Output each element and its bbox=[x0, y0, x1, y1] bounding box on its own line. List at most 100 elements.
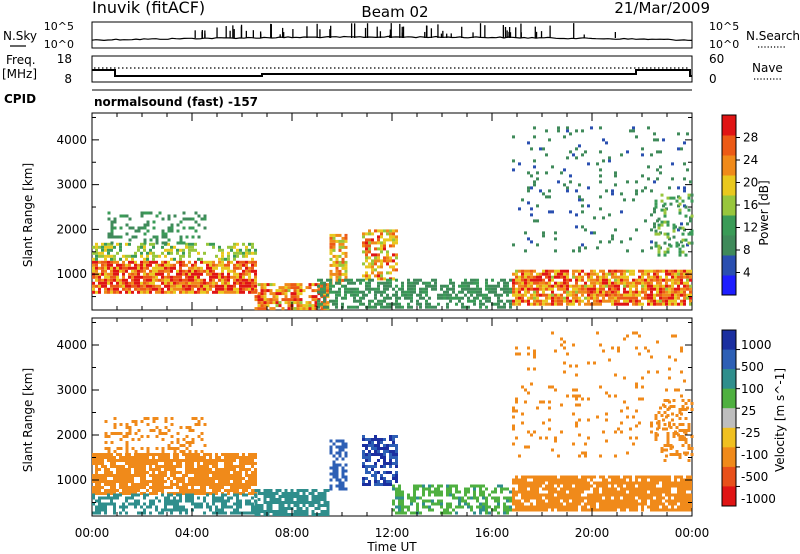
heatmap-cell bbox=[263, 286, 267, 290]
heatmap-cell bbox=[236, 456, 239, 459]
heatmap-cell bbox=[128, 492, 131, 495]
heatmap-cell bbox=[251, 251, 254, 255]
heatmap-cell bbox=[167, 275, 170, 279]
heatmap-cell bbox=[563, 490, 566, 494]
heatmap-cell bbox=[125, 214, 129, 218]
heatmap-cell bbox=[668, 299, 671, 303]
heatmap-cell bbox=[203, 499, 206, 503]
heatmap-cell bbox=[500, 293, 503, 297]
heatmap-cell bbox=[122, 287, 125, 291]
heatmap-cell bbox=[128, 242, 131, 246]
heatmap-cell bbox=[239, 263, 242, 267]
heatmap-cell bbox=[161, 474, 164, 477]
heatmap-cell bbox=[224, 266, 227, 270]
heatmap-cell bbox=[299, 286, 303, 290]
heatmap-cell bbox=[218, 456, 221, 459]
heatmap-cell bbox=[131, 493, 134, 497]
power-colorbar-tick-label: 8 bbox=[743, 243, 751, 257]
heatmap-cell bbox=[560, 296, 563, 300]
heatmap-cell bbox=[629, 484, 632, 488]
heatmap-cell bbox=[155, 435, 159, 438]
heatmap-cell bbox=[614, 487, 617, 491]
heatmap-cell bbox=[185, 281, 188, 285]
heatmap-cell bbox=[542, 293, 545, 297]
heatmap-cell bbox=[659, 302, 662, 306]
heatmap-cell bbox=[242, 260, 245, 264]
heatmap-cell bbox=[680, 502, 683, 506]
heatmap-cell bbox=[110, 287, 113, 291]
heatmap-cell bbox=[344, 469, 348, 473]
heatmap-cell bbox=[560, 502, 563, 506]
heatmap-cell bbox=[512, 487, 515, 491]
heatmap-cell bbox=[654, 438, 658, 441]
heatmap-cell bbox=[425, 499, 428, 503]
heatmap-cell bbox=[188, 245, 191, 249]
heatmap-cell bbox=[644, 272, 647, 276]
heatmap-cell bbox=[500, 484, 503, 488]
heatmap-cell bbox=[578, 418, 581, 422]
heatmap-cell bbox=[647, 296, 650, 300]
heatmap-cell bbox=[671, 299, 674, 303]
heatmap-cell bbox=[236, 505, 239, 509]
heatmap-cell bbox=[149, 284, 152, 288]
heatmap-cell bbox=[125, 269, 128, 273]
heatmap-cell bbox=[128, 275, 131, 279]
heatmap-cell bbox=[530, 505, 533, 509]
heatmap-cell bbox=[629, 284, 632, 288]
heatmap-cell bbox=[656, 269, 659, 273]
heatmap-cell bbox=[140, 211, 144, 215]
heatmap-cell bbox=[140, 263, 143, 267]
heatmap-cell bbox=[689, 284, 692, 288]
heatmap-cell bbox=[596, 487, 599, 491]
heatmap-cell bbox=[674, 302, 677, 306]
heatmap-cell bbox=[167, 226, 171, 230]
heatmap-cell bbox=[428, 505, 431, 509]
heatmap-cell bbox=[455, 496, 458, 500]
heatmap-cell bbox=[383, 453, 386, 456]
heatmap-cell bbox=[614, 394, 617, 398]
heatmap-cell bbox=[293, 289, 297, 293]
heatmap-cell bbox=[683, 478, 686, 482]
heatmap-cell bbox=[194, 489, 197, 492]
heatmap-cell bbox=[380, 453, 383, 456]
heatmap-cell bbox=[572, 284, 575, 288]
heatmap-cell bbox=[395, 293, 398, 297]
heatmap-cell bbox=[545, 302, 548, 306]
heatmap-cell bbox=[656, 499, 659, 503]
heatmap-cell bbox=[623, 278, 626, 282]
heatmap-cell bbox=[554, 478, 557, 482]
heatmap-cell bbox=[683, 272, 686, 276]
heatmap-cell bbox=[215, 496, 218, 500]
heatmap-cell bbox=[665, 287, 668, 291]
heatmap-cell bbox=[599, 493, 602, 497]
heatmap-cell bbox=[638, 278, 641, 282]
heatmap-cell bbox=[116, 281, 119, 285]
heatmap-cell bbox=[690, 232, 694, 236]
heatmap-cell bbox=[233, 477, 236, 480]
power-x-ticks bbox=[91, 113, 693, 310]
heatmap-cell bbox=[632, 299, 635, 303]
heatmap-cell bbox=[677, 228, 680, 232]
heatmap-cell bbox=[608, 358, 611, 362]
heatmap-cell bbox=[611, 481, 614, 485]
heatmap-cell bbox=[608, 290, 611, 294]
heatmap-cell bbox=[635, 382, 638, 386]
heatmap-cell bbox=[176, 248, 179, 252]
heatmap-cell bbox=[683, 189, 686, 193]
heatmap-cell bbox=[575, 278, 578, 282]
heatmap-cell bbox=[581, 475, 584, 479]
heatmap-cell bbox=[536, 508, 539, 512]
heatmap-cell bbox=[236, 493, 239, 497]
heatmap-cell bbox=[666, 232, 670, 236]
heatmap-cell bbox=[254, 298, 258, 302]
heatmap-cell bbox=[660, 450, 664, 453]
heatmap-cell bbox=[386, 296, 389, 300]
heatmap-cell bbox=[353, 287, 356, 291]
heatmap-cell bbox=[611, 475, 614, 479]
heatmap-cell bbox=[281, 292, 285, 296]
heatmap-cell bbox=[662, 287, 665, 291]
heatmap-cell bbox=[254, 480, 257, 483]
heatmap-cell bbox=[176, 465, 179, 468]
heatmap-cell bbox=[374, 480, 377, 483]
heatmap-cell bbox=[440, 284, 443, 288]
